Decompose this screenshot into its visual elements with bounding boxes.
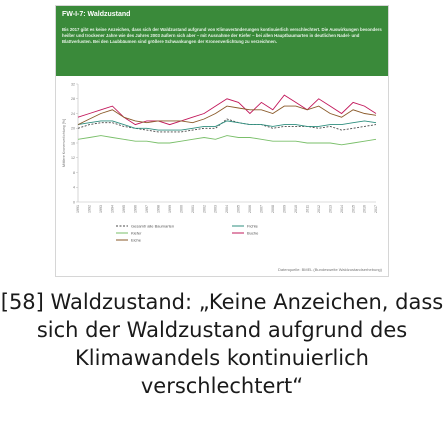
series-line-fichte: [77, 120, 377, 131]
x-tick-label: 1994: [111, 205, 115, 213]
y-tick-label: 16: [71, 141, 75, 145]
x-tick-label: 2003: [214, 205, 218, 213]
y-axis-label: Mittlere Kronenverlichtung [%]: [62, 119, 66, 167]
x-tick-label: 2014: [340, 205, 344, 213]
y-tick-label: 20: [71, 127, 75, 131]
x-tick-label: 2001: [191, 205, 195, 213]
x-tick-label: 1997: [145, 205, 149, 213]
x-tick-label: 2008: [271, 205, 275, 213]
y-tick-label: 24: [71, 112, 75, 116]
x-tick-label: 2004: [225, 205, 229, 213]
series-line-buche: [77, 94, 377, 126]
x-tick-label: 2016: [363, 205, 367, 213]
x-tick-label: 2000: [179, 205, 183, 213]
legend-label: Kiefer: [131, 230, 142, 235]
slide-caption: [58] Waldzustand: „Keine Anzeichen, dass…: [0, 290, 444, 398]
x-tick-label: 1993: [99, 205, 103, 213]
x-tick-label: 2012: [317, 205, 321, 213]
x-tick-label: 2005: [237, 205, 241, 213]
x-tick-label: 1995: [122, 205, 126, 213]
y-tick-label: 32: [71, 82, 75, 86]
x-tick-label: 2017: [374, 205, 378, 213]
x-tick-label: 2006: [248, 205, 252, 213]
x-tick-label: 2009: [283, 205, 287, 213]
x-tick-label: 1996: [134, 205, 138, 213]
legend-label: Gesamt/ alle Baumarten: [131, 223, 174, 228]
x-tick-label: 2010: [294, 205, 298, 213]
x-tick-label: 2011: [305, 205, 309, 213]
series-line-kiefer: [77, 135, 377, 146]
chart-area: 0 4 8 12 16 20 24 28 32 Mittlere Kronenverlichtun…: [62, 82, 378, 242]
x-tick-label: 2007: [260, 205, 264, 213]
figure-panel: FW-I-7: Waldzustand Bis 2017 gibt es kei…: [55, 5, 389, 277]
y-tick-label: 8: [73, 171, 75, 175]
x-tick-label: 2002: [202, 205, 206, 213]
x-tick-label: 1999: [168, 205, 172, 213]
x-tick-label: 2013: [328, 205, 332, 213]
legend-label: Eiche: [131, 237, 142, 242]
y-tick-label: 28: [71, 97, 75, 101]
panel-title: FW-I-7: Waldzustand: [62, 11, 131, 18]
x-tick-label: 1998: [156, 205, 160, 213]
y-tick-label: 12: [71, 156, 75, 160]
y-tick-label: 0: [73, 200, 75, 204]
data-source: Datenquelle: BMEL (Bundesweite Waldzusta…: [278, 267, 382, 272]
legend-label: Buche: [247, 230, 259, 235]
legend-label: Fichte: [247, 223, 259, 228]
x-tick-label: 1991: [76, 205, 80, 213]
panel-header: FW-I-7: Waldzustand Bis 2017 gibt es kei…: [56, 6, 388, 76]
series-line-gesamt-alle-baumarten: [77, 118, 377, 133]
panel-description: Bis 2017 gibt es keine Anzeichen, dass s…: [62, 27, 382, 44]
x-tick-label: 2015: [351, 205, 355, 213]
y-tick-label: 4: [73, 186, 75, 190]
x-tick-label: 1992: [88, 205, 92, 213]
series-line-eiche: [77, 105, 377, 126]
